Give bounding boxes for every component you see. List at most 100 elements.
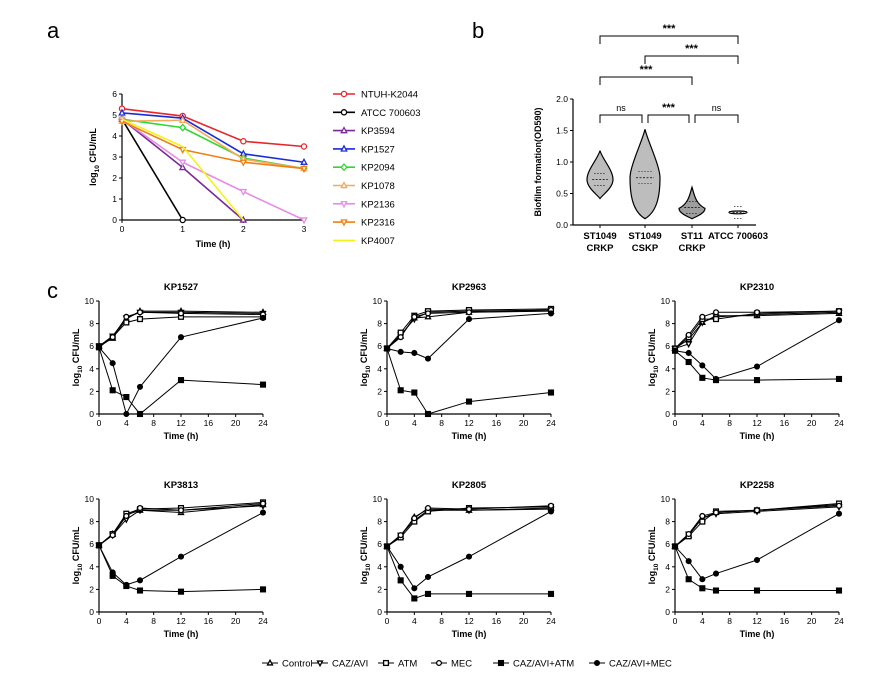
x-tick-label: 24 — [546, 418, 556, 428]
series-line-caz-avi-mec — [386, 510, 552, 590]
x-tick-label: 20 — [519, 616, 529, 626]
data-point — [685, 349, 692, 357]
x-tick-label: 20 — [807, 418, 817, 428]
panel-label-b: b — [472, 18, 484, 43]
data-point — [178, 159, 187, 167]
data-point — [465, 398, 473, 405]
y-tick-label: 8 — [665, 319, 670, 329]
data-point — [177, 588, 185, 595]
x-tick-label: 24 — [258, 418, 268, 428]
series-line-kp1527 — [121, 112, 305, 164]
data-point — [136, 309, 144, 316]
y-tick-label: 6 — [377, 539, 382, 549]
significance-bracket — [644, 55, 739, 64]
x-tick-label: 0 — [385, 418, 390, 428]
series-line-caz-avi-atm — [98, 347, 264, 415]
data-point — [699, 585, 706, 592]
legend-label: NTUH-K2044 — [361, 90, 418, 101]
y-tick-label: 2 — [665, 584, 670, 594]
x-tick-label: 24 — [546, 616, 556, 626]
data-point — [753, 309, 761, 316]
x-tick-label: 4 — [412, 418, 417, 428]
y-tick-label: 0 — [665, 607, 670, 617]
data-point — [397, 348, 404, 355]
y-tick-label: 8 — [89, 319, 94, 329]
y-tick-label: 0 — [377, 607, 382, 617]
data-point — [699, 512, 706, 519]
y-axis-title-subscript: 10 — [365, 365, 372, 373]
significance-bracket — [599, 35, 739, 44]
data-point — [383, 543, 391, 550]
data-point — [411, 349, 418, 357]
y-tick-label: 4 — [112, 131, 117, 141]
series-line-caz-avi-mec — [674, 319, 840, 380]
legend-marker — [340, 109, 348, 116]
x-tick-label: 4 — [700, 616, 705, 626]
data-point — [685, 331, 692, 338]
y-tick-label: 2 — [377, 386, 382, 396]
data-point — [424, 504, 432, 512]
panel-label-a: a — [47, 18, 60, 43]
y-axis-title-subscript: 10 — [365, 563, 372, 571]
y-tick-label: 4 — [89, 364, 94, 374]
category-label-line2: CSKP — [632, 243, 659, 254]
legend-label: ATCC 700603 — [361, 108, 421, 119]
y-tick-label: 4 — [665, 364, 670, 374]
violin-1 — [586, 150, 614, 200]
data-point — [685, 576, 692, 583]
data-point — [109, 360, 116, 367]
data-point — [411, 595, 418, 602]
y-tick-label: 2 — [665, 386, 670, 396]
data-point — [123, 410, 130, 418]
x-tick-label: 0 — [97, 418, 102, 428]
y-tick-label: 4 — [377, 562, 382, 572]
data-point — [753, 377, 761, 384]
y-axis-title: log10 CFU/mL — [647, 328, 660, 386]
data-point — [712, 570, 720, 577]
legend-marker — [340, 163, 348, 172]
legend-marker — [497, 659, 505, 667]
x-axis-title: Time (h) — [740, 629, 775, 639]
data-point — [136, 577, 144, 584]
data-point — [179, 216, 186, 224]
legend-label: CAZ/AVI — [332, 659, 368, 670]
x-tick-label: 24 — [258, 616, 268, 626]
y-axis-title: log10 CFU/mL — [359, 328, 372, 386]
legend-label: KP2316 — [361, 218, 395, 229]
data-point — [424, 590, 432, 597]
x-tick-label: 4 — [124, 616, 129, 626]
y-tick-label: 6 — [89, 341, 94, 351]
legend-label: KP1527 — [361, 144, 395, 155]
y-tick-label: 4 — [665, 562, 670, 572]
data-point — [671, 543, 679, 550]
series-line-caz-avi — [674, 311, 840, 349]
x-tick-label: 20 — [519, 418, 529, 428]
series-line-caz-avi-mec — [674, 513, 840, 580]
y-tick-label: 2 — [89, 584, 94, 594]
y-tick-label: 6 — [377, 341, 382, 351]
y-axis-title-main: log — [71, 373, 81, 387]
violin-3 — [678, 185, 706, 220]
significance-bracket — [599, 114, 643, 123]
data-point — [177, 334, 185, 341]
x-tick-label: 4 — [700, 418, 705, 428]
x-tick-label: 8 — [439, 418, 444, 428]
data-point — [465, 590, 473, 597]
series-line-caz-avi-atm — [386, 546, 551, 600]
data-point — [397, 387, 404, 394]
data-point — [300, 143, 308, 150]
data-point — [465, 553, 473, 560]
y-tick-label: 8 — [89, 517, 94, 527]
legend-marker — [340, 219, 348, 227]
legend-label: KP3594 — [361, 126, 395, 137]
series-line-kp2316 — [121, 120, 305, 170]
data-point — [383, 345, 391, 352]
y-tick-label: 10 — [85, 296, 95, 306]
y-axis-title: log10 CFU/mL — [88, 128, 101, 186]
y-axis-title: log10 CFU/mL — [647, 526, 660, 584]
data-point — [239, 159, 248, 167]
